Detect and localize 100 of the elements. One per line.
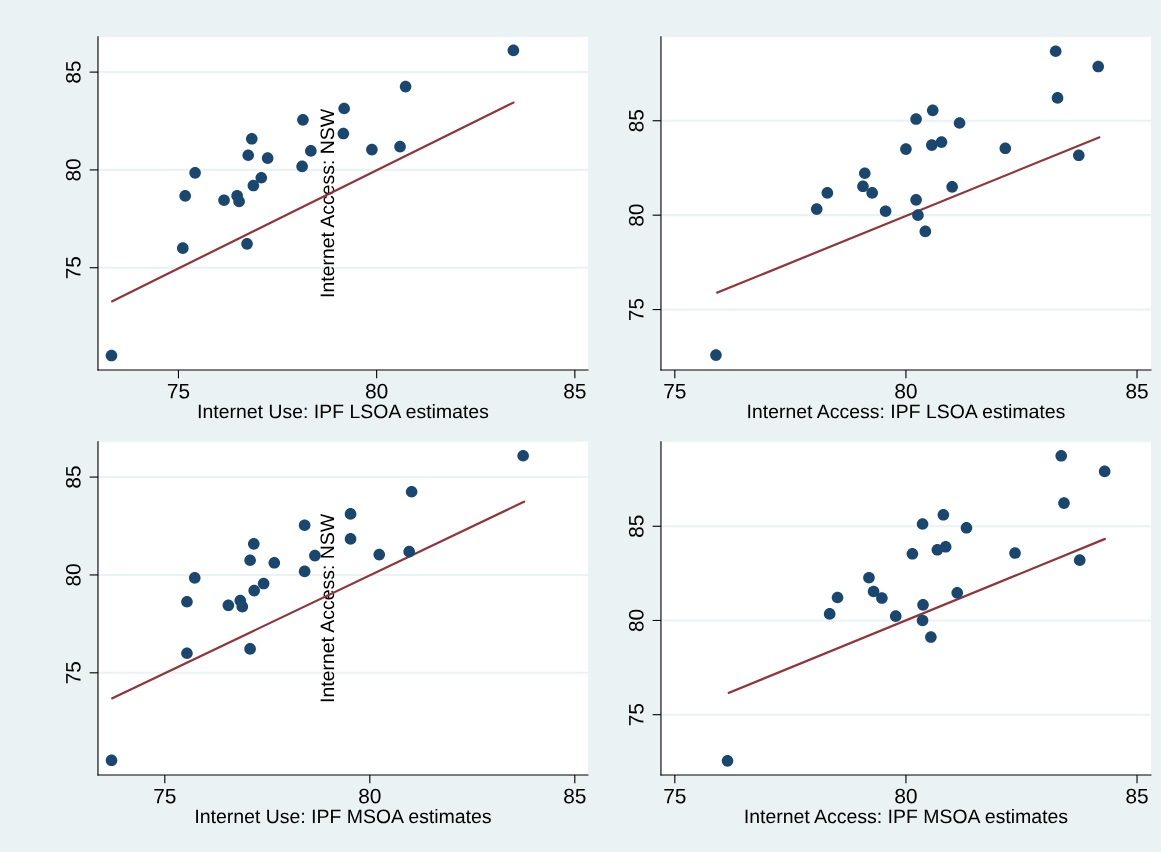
- point: [1092, 60, 1105, 73]
- y-tick-label: 80: [65, 564, 81, 586]
- point: [189, 167, 201, 179]
- point: [1055, 449, 1068, 462]
- y-tick-label: 80: [628, 204, 644, 226]
- point: [906, 547, 919, 560]
- point: [244, 643, 256, 655]
- point: [344, 508, 357, 520]
- y-tick-label: 85: [65, 466, 81, 488]
- point: [261, 152, 274, 164]
- point: [403, 545, 415, 558]
- x-axis-title: Internet Access: IPF MSOA estimates: [745, 808, 1068, 824]
- point: [242, 149, 255, 162]
- point: [233, 195, 245, 208]
- point: [866, 187, 878, 199]
- point: [305, 145, 317, 157]
- x-tick-label: 85: [1126, 788, 1148, 804]
- point: [245, 133, 258, 145]
- point: [858, 167, 871, 180]
- point: [247, 179, 260, 192]
- point: [296, 160, 308, 173]
- x-tick-label: 75: [664, 788, 686, 804]
- point: [867, 585, 880, 598]
- point: [405, 485, 418, 498]
- point: [821, 187, 834, 199]
- point: [1049, 45, 1062, 58]
- point: [1098, 465, 1111, 478]
- point: [951, 586, 964, 599]
- x-tick-label: 80: [359, 788, 381, 804]
- point: [937, 508, 950, 521]
- point: [926, 104, 939, 117]
- point: [999, 142, 1012, 155]
- point: [394, 140, 406, 153]
- x-tick-label: 75: [167, 383, 190, 399]
- x-tick-label: 75: [664, 383, 686, 399]
- point: [935, 136, 948, 148]
- y-tick-label: 75: [629, 298, 644, 321]
- x-tick-label: 80: [365, 383, 388, 399]
- point: [823, 608, 836, 620]
- point: [344, 533, 357, 545]
- point: [1009, 547, 1021, 559]
- point: [910, 194, 922, 206]
- y-axis-title: Internet Access: NSW: [320, 108, 335, 297]
- x-tick-label: 75: [154, 788, 176, 804]
- point: [876, 592, 888, 604]
- x-axis-title: Internet Access: IPF LSOA estimates: [748, 404, 1065, 419]
- y-tick-label: 85: [628, 515, 644, 537]
- point: [925, 631, 937, 643]
- x-tick-label: 80: [895, 788, 917, 804]
- point: [910, 113, 922, 125]
- point: [181, 595, 193, 608]
- x-axis-title: Internet Use: IPF MSOA estimates: [196, 808, 491, 824]
- point: [188, 572, 201, 584]
- y-tick-label: 85: [65, 61, 81, 83]
- y-tick-label: 85: [628, 110, 644, 132]
- point: [298, 519, 311, 532]
- y-axis-title: Internet Access: NSW: [320, 513, 335, 702]
- point: [181, 647, 193, 660]
- point: [916, 614, 929, 627]
- point: [1058, 497, 1070, 509]
- point: [373, 548, 386, 561]
- point: [105, 349, 118, 362]
- point: [248, 584, 261, 597]
- point: [297, 114, 309, 126]
- point: [105, 754, 118, 767]
- y-tick-label: 75: [629, 703, 644, 726]
- point: [366, 143, 378, 156]
- point: [244, 554, 256, 567]
- point: [268, 557, 281, 569]
- point: [900, 143, 912, 155]
- y-tick-label: 80: [65, 159, 81, 181]
- y-tick-label: 75: [66, 662, 81, 684]
- point: [399, 80, 412, 93]
- x-tick-label: 85: [1126, 383, 1148, 399]
- x-tick-label: 85: [564, 383, 586, 399]
- point: [710, 349, 722, 361]
- point: [916, 518, 929, 530]
- point: [255, 171, 268, 184]
- point: [946, 181, 958, 193]
- point: [257, 577, 270, 590]
- x-axis-title: Internet Use: IPF LSOA estimates: [198, 404, 489, 419]
- point: [337, 127, 350, 140]
- point: [517, 449, 529, 462]
- point: [309, 549, 321, 562]
- point: [338, 102, 350, 115]
- point: [507, 44, 520, 57]
- point: [177, 242, 189, 254]
- point: [889, 610, 902, 622]
- point: [831, 591, 844, 604]
- point: [810, 203, 823, 215]
- x-tick-label: 85: [564, 788, 586, 804]
- y-tick-label: 80: [628, 609, 644, 632]
- point: [1072, 149, 1085, 162]
- point: [1051, 92, 1064, 104]
- point: [298, 565, 311, 578]
- point: [1073, 554, 1086, 566]
- point: [247, 538, 260, 550]
- point: [939, 540, 952, 553]
- point: [241, 238, 253, 250]
- point: [179, 190, 191, 202]
